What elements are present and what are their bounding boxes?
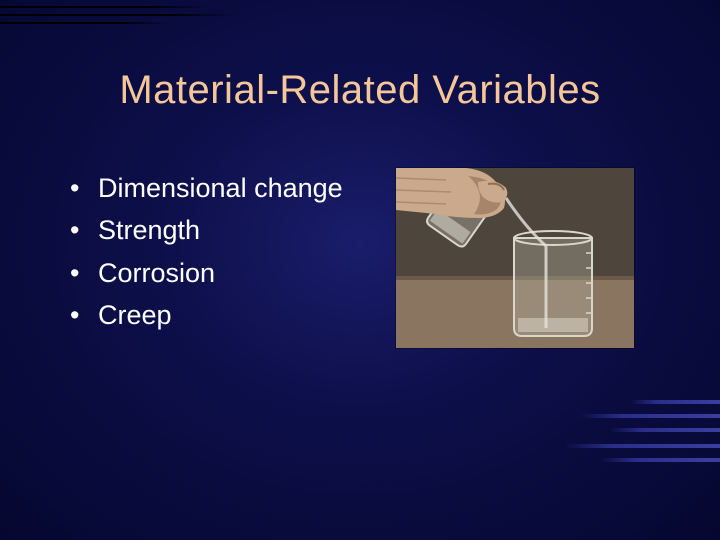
list-item-label: Dimensional change <box>98 170 343 206</box>
bullet-list: • Dimensional change • Strength • Corros… <box>70 170 380 340</box>
bullet-icon: • <box>70 297 98 333</box>
bullet-icon: • <box>70 255 98 291</box>
slide-image <box>396 168 634 348</box>
list-item: • Creep <box>70 297 380 333</box>
decorative-lines-top-left <box>0 6 250 46</box>
list-item: • Corrosion <box>70 255 380 291</box>
list-item-label: Strength <box>98 212 200 248</box>
beaker-pouring-illustration <box>396 168 634 348</box>
slide-title: Material-Related Variables <box>0 68 720 113</box>
bullet-icon: • <box>70 212 98 248</box>
list-item: • Dimensional change <box>70 170 380 206</box>
list-item-label: Creep <box>98 297 172 333</box>
decorative-lines-bottom-right <box>550 400 720 480</box>
bullet-icon: • <box>70 170 98 206</box>
list-item-label: Corrosion <box>98 255 215 291</box>
list-item: • Strength <box>70 212 380 248</box>
